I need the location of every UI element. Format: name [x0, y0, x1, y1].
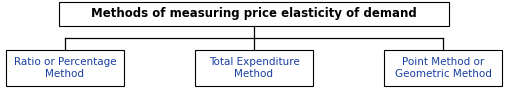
Text: Ratio or Percentage
Method: Ratio or Percentage Method	[14, 57, 117, 79]
FancyBboxPatch shape	[384, 50, 502, 86]
Text: Point Method or
Geometric Method: Point Method or Geometric Method	[394, 57, 491, 79]
FancyBboxPatch shape	[6, 50, 124, 86]
FancyBboxPatch shape	[59, 2, 449, 26]
Text: Methods of measuring price elasticity of demand: Methods of measuring price elasticity of…	[91, 8, 417, 20]
FancyBboxPatch shape	[195, 50, 313, 86]
Text: Total Expenditure
Method: Total Expenditure Method	[209, 57, 299, 79]
